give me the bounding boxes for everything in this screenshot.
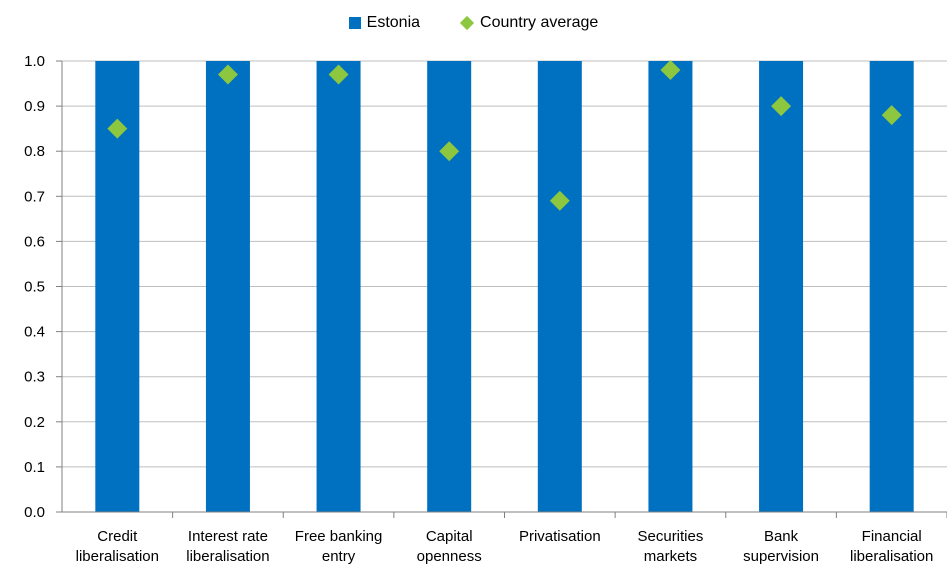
x-category-label-line: liberalisation bbox=[186, 548, 269, 565]
x-category-label-line: Capital bbox=[426, 528, 473, 545]
y-tick-label: 0.1 bbox=[24, 459, 45, 476]
marker-country-average bbox=[549, 190, 570, 211]
legend-label-country-average: Country average bbox=[480, 14, 599, 31]
marker-country-average bbox=[107, 118, 128, 139]
legend-swatch-estonia bbox=[348, 17, 361, 29]
x-category-label: Bank supervision bbox=[743, 528, 819, 565]
y-tick-label: 0.0 bbox=[24, 504, 45, 521]
x-category-label-line: entry bbox=[322, 548, 356, 565]
gridlines bbox=[62, 60, 947, 468]
bar-estonia bbox=[537, 61, 582, 512]
x-category-label-line: supervision bbox=[743, 548, 819, 565]
y-tick-label: 1.0 bbox=[24, 53, 45, 70]
x-category-label-line: Privatisation bbox=[519, 528, 601, 545]
x-category-label-line: Bank bbox=[764, 528, 799, 545]
x-category-label-line: Securities bbox=[638, 528, 704, 545]
bar-estonia bbox=[427, 61, 472, 512]
y-tick-label: 0.2 bbox=[24, 414, 45, 431]
x-category-label-line: Credit bbox=[97, 528, 138, 545]
x-category-label-line: openness bbox=[417, 548, 482, 565]
y-tick-label: 0.8 bbox=[24, 143, 45, 160]
bar-estonia bbox=[648, 61, 693, 512]
marker-country-average bbox=[328, 64, 349, 85]
y-tick-label: 0.4 bbox=[24, 324, 45, 341]
x-category-label: Privatisation bbox=[519, 528, 601, 545]
marker-country-average bbox=[439, 141, 460, 162]
x-category-label-line: liberalisation bbox=[850, 548, 933, 565]
legend: Estonia Country average bbox=[0, 14, 947, 32]
y-tick-label: 0.5 bbox=[24, 279, 45, 296]
x-category-label-line: Free banking bbox=[295, 528, 383, 545]
x-category-label: Financial liberalisation bbox=[850, 528, 933, 565]
x-category-label-line: Interest rate bbox=[188, 528, 268, 545]
x-category-label-line: markets bbox=[644, 548, 697, 565]
markers-country-average bbox=[107, 60, 902, 211]
y-tick-label: 0.9 bbox=[24, 98, 45, 115]
x-category-label: Credit liberalisation bbox=[76, 528, 159, 565]
y-tick-label: 0.6 bbox=[24, 233, 45, 250]
legend-label-estonia: Estonia bbox=[366, 14, 421, 31]
y-axis-tick-labels: 0.0 0.1 0.2 0.3 0.4 0.5 0.6 0.7 0.8 0.9 1.0 bbox=[24, 53, 45, 521]
x-category-label-line: liberalisation bbox=[76, 548, 159, 565]
y-tick-label: 0.3 bbox=[24, 369, 45, 386]
marker-country-average bbox=[771, 96, 792, 117]
axes bbox=[56, 60, 947, 518]
bar-estonia bbox=[869, 61, 914, 512]
x-category-label: Interest rate liberalisation bbox=[186, 528, 269, 565]
marker-country-average bbox=[217, 64, 238, 85]
y-tick-label: 0.7 bbox=[24, 188, 45, 205]
bar-estonia bbox=[759, 61, 804, 512]
legend-item-estonia: Estonia bbox=[348, 14, 421, 32]
bar-estonia bbox=[205, 61, 250, 512]
marker-country-average bbox=[660, 60, 681, 81]
marker-country-average bbox=[881, 105, 902, 126]
bar-estonia bbox=[316, 61, 361, 512]
x-category-label-line: Financial bbox=[862, 528, 922, 545]
x-category-label: Securities markets bbox=[638, 528, 704, 565]
x-category-label: Free banking entry bbox=[295, 528, 383, 565]
bars-estonia bbox=[95, 61, 914, 512]
x-axis-category-labels: Credit liberalisation Interest rate liberal… bbox=[76, 528, 934, 565]
legend-item-country-average: Country average bbox=[459, 14, 599, 32]
x-category-label: Capital openness bbox=[417, 528, 482, 565]
